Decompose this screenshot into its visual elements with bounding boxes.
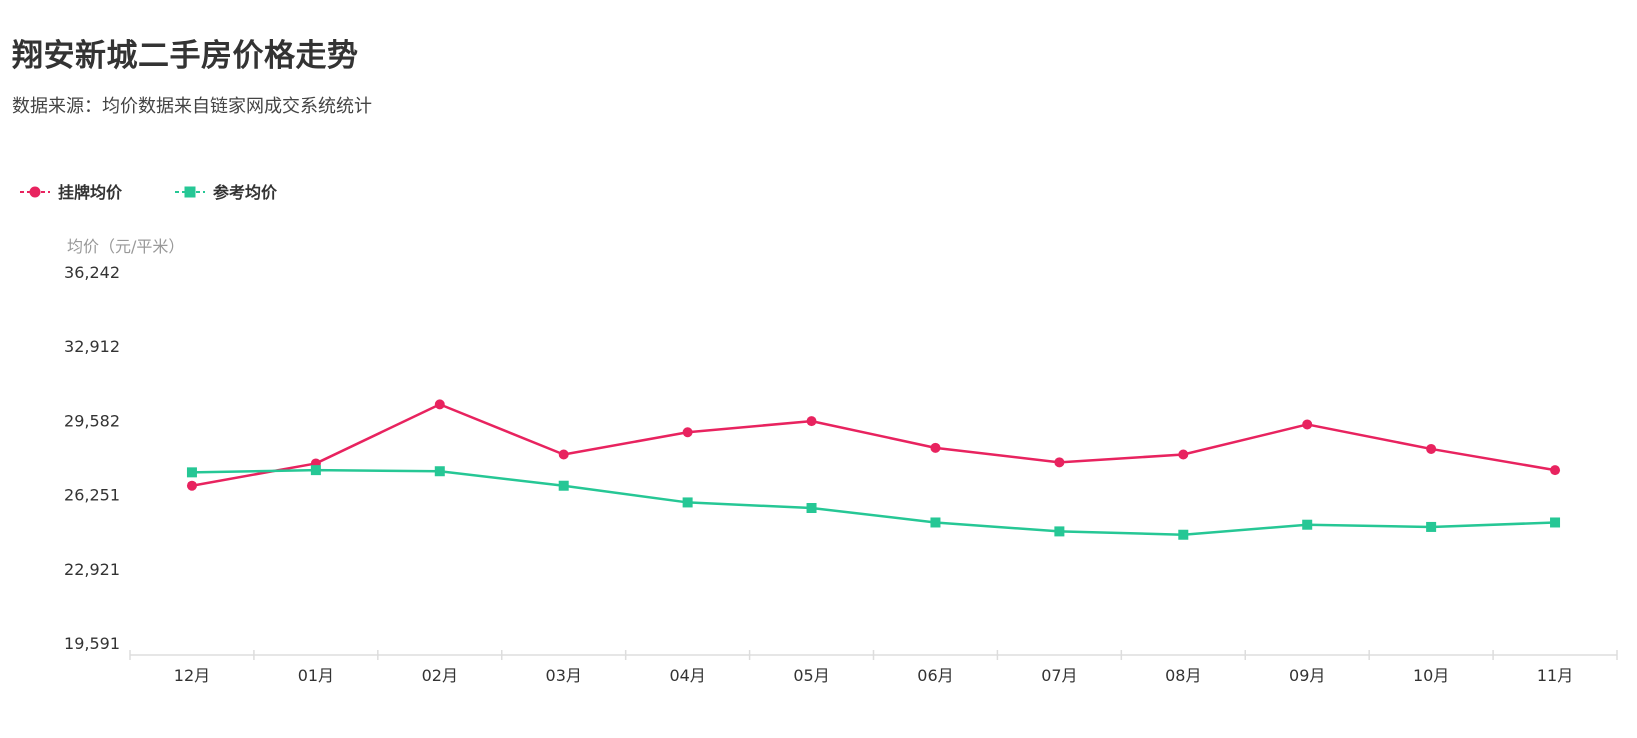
y-tick-label: 22,921 — [64, 560, 120, 579]
data-point[interactable] — [806, 416, 817, 427]
y-tick-label: 29,582 — [64, 411, 120, 430]
series-line — [191, 403, 1556, 487]
series-line — [191, 468, 1556, 536]
series-listing — [186, 399, 1561, 491]
data-point[interactable] — [806, 502, 817, 513]
x-tick-label: 02月 — [422, 666, 458, 685]
data-point[interactable] — [930, 442, 941, 453]
data-point[interactable] — [682, 497, 693, 508]
data-point[interactable] — [186, 480, 197, 491]
data-point[interactable] — [930, 517, 941, 528]
data-point[interactable] — [1302, 519, 1313, 530]
y-tick-label: 19,591 — [64, 634, 120, 653]
x-axis: 12月 01月 02月 03月 04月 05月 06月 07月 08月 09月 10月 11月 — [129, 650, 1618, 685]
legend-item-listing[interactable]: 挂牌均价 — [20, 183, 123, 202]
x-tick-label: 10月 — [1413, 666, 1449, 685]
data-point[interactable] — [1178, 449, 1189, 460]
legend-marker-reference — [184, 186, 196, 198]
x-tick-label: 05月 — [793, 666, 829, 685]
x-tick-label: 11月 — [1537, 666, 1573, 685]
legend-item-reference[interactable]: 参考均价 — [175, 183, 278, 202]
legend-marker-listing — [29, 186, 41, 198]
y-tick-label: 36,242 — [64, 263, 120, 282]
chart-subtitle: 数据来源：均价数据来自链家网成交系统统计 — [12, 96, 372, 117]
legend-label-reference: 参考均价 — [213, 183, 278, 202]
y-axis-ticks: 36,242 32,912 29,582 26,251 22,921 19,591 — [64, 263, 120, 653]
data-point[interactable] — [1550, 517, 1561, 528]
x-tick-label: 07月 — [1041, 666, 1077, 685]
data-point[interactable] — [682, 427, 693, 438]
x-tick-label: 12月 — [174, 666, 210, 685]
data-point[interactable] — [1550, 465, 1561, 476]
data-point[interactable] — [1302, 419, 1313, 430]
data-point[interactable] — [434, 399, 445, 410]
data-point[interactable] — [310, 465, 321, 476]
series-reference — [186, 465, 1561, 540]
data-point[interactable] — [186, 467, 197, 478]
x-tick-label: 08月 — [1165, 666, 1201, 685]
data-point[interactable] — [1054, 457, 1065, 468]
y-axis-title: 均价（元/平米） — [67, 237, 184, 256]
chart-legend: 挂牌均价 参考均价 — [20, 183, 278, 202]
x-tick-label: 09月 — [1289, 666, 1325, 685]
data-point[interactable] — [434, 466, 445, 477]
data-point[interactable] — [1426, 521, 1437, 532]
x-tick-label: 04月 — [669, 666, 705, 685]
data-point[interactable] — [558, 480, 569, 491]
data-point[interactable] — [558, 449, 569, 460]
data-point[interactable] — [1178, 529, 1189, 540]
y-tick-label: 26,251 — [64, 486, 120, 505]
series-layer — [186, 399, 1561, 540]
y-tick-label: 32,912 — [64, 337, 120, 356]
x-tick-label: 03月 — [546, 666, 582, 685]
data-point[interactable] — [1054, 526, 1065, 537]
legend-label-listing: 挂牌均价 — [58, 183, 123, 202]
chart-title: 翔安新城二手房价格走势 — [12, 38, 359, 74]
x-tick-label: 06月 — [917, 666, 953, 685]
data-point[interactable] — [1426, 443, 1437, 454]
x-tick-label: 01月 — [298, 666, 334, 685]
